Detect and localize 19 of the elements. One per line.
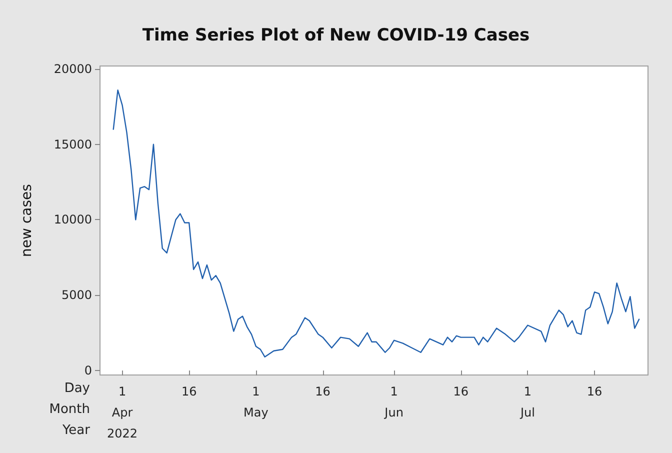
y-tick-label: 15000	[54, 137, 92, 152]
chart-title: Time Series Plot of New COVID-19 Cases	[142, 26, 530, 46]
line-series	[112, 90, 640, 358]
x-tick-label: 1 Apr 2022	[107, 384, 138, 440]
x-tick-label: 16	[181, 384, 197, 398]
y-tick-label: 0	[84, 363, 92, 378]
x-tick-label: 1 Jul	[519, 384, 535, 420]
x-tick-label: 16	[586, 384, 602, 398]
x-tick-label: 16	[315, 384, 330, 398]
text: Day	[64, 381, 90, 396]
y-axis-title: new cases	[19, 184, 35, 257]
y-tick-label: 10000	[54, 212, 92, 227]
text: Year	[61, 423, 91, 438]
x-tick-label: 1 May	[244, 384, 268, 420]
y-tick-label: 5000	[61, 288, 92, 302]
x-tick-label: 1 Jun	[384, 384, 404, 420]
text: Month	[49, 402, 90, 417]
y-tick-label: 20000	[54, 62, 92, 76]
x-tick-label: 16	[453, 384, 469, 398]
